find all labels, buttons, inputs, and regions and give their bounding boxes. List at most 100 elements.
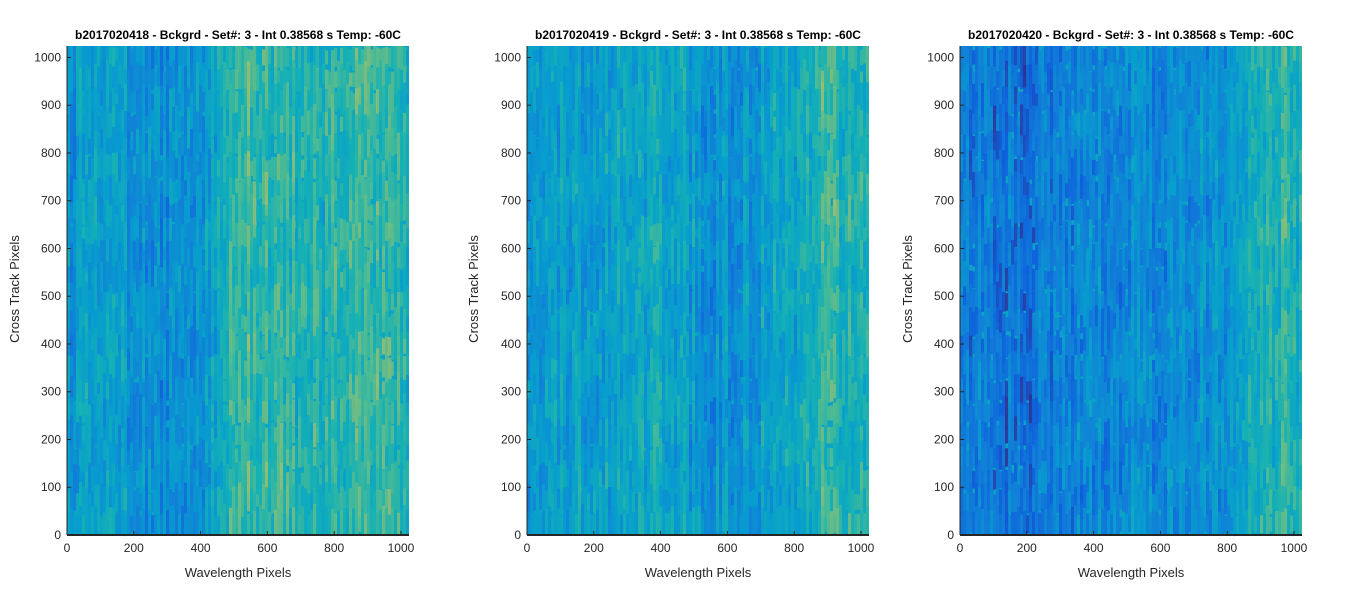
heatmap-cell	[85, 510, 89, 535]
heatmap-cell	[542, 337, 546, 356]
heatmap-cell	[593, 46, 597, 74]
heatmap-cell	[103, 487, 107, 517]
heatmap-cell	[761, 507, 765, 535]
heatmap-cell	[674, 128, 678, 164]
heatmap-cell	[79, 471, 83, 488]
heatmap-cell	[530, 108, 534, 140]
heatmap-cell	[94, 353, 98, 384]
heatmap-cell	[361, 507, 365, 535]
heatmap-cell	[316, 225, 320, 246]
heatmap-cell	[629, 424, 633, 447]
heatmap-cell	[238, 505, 242, 535]
heatmap-cell	[602, 108, 606, 141]
heatmap-cell	[623, 395, 627, 432]
heatmap-cell	[764, 104, 768, 145]
heatmap-cell	[701, 46, 705, 69]
heatmap-cell	[827, 427, 831, 444]
heatmap-cell	[725, 399, 729, 427]
heatmap-cell	[587, 416, 591, 455]
heatmap-cell	[199, 437, 203, 478]
heatmap-cell	[298, 46, 302, 74]
heatmap-cell	[271, 309, 275, 339]
heatmap-cell	[554, 107, 558, 141]
heatmap-cell	[187, 106, 191, 142]
heatmap-cell	[163, 130, 167, 163]
heatmap-cell	[85, 494, 89, 510]
heatmap-cell	[797, 112, 801, 136]
heatmap-cell	[566, 415, 570, 455]
heatmap-cell	[319, 222, 323, 248]
heatmap-cell	[833, 487, 837, 517]
heatmap-cell	[316, 358, 320, 379]
heatmap-cell	[187, 247, 191, 267]
heatmap-cell	[776, 68, 780, 91]
heatmap-cell	[815, 135, 819, 158]
heatmap-cell	[304, 463, 308, 497]
heatmap-cell	[187, 265, 191, 294]
heatmap-cell	[728, 446, 732, 469]
heatmap-cell	[385, 508, 389, 535]
heatmap-cell	[211, 215, 215, 255]
heatmap-cell	[79, 415, 83, 455]
heatmap-cell	[406, 246, 409, 269]
heatmap-cell	[581, 315, 585, 333]
heatmap-cell	[130, 65, 134, 94]
heatmap-cell	[782, 134, 786, 159]
heatmap-cell	[677, 265, 681, 294]
heatmap-cell	[307, 171, 311, 210]
heatmap-cell	[106, 239, 110, 276]
heatmap-cell	[154, 84, 158, 119]
heatmap-cell	[647, 204, 651, 222]
heatmap-cell	[331, 61, 335, 99]
heatmap-cell	[620, 399, 624, 427]
heatmap-cell	[295, 437, 299, 478]
heatmap-cell	[692, 270, 696, 290]
heatmap-cell	[352, 182, 356, 200]
heatmap-cell	[719, 359, 723, 378]
heatmap-cell	[253, 402, 257, 424]
heatmap-cell	[226, 228, 230, 243]
heatmap-cell	[340, 290, 344, 314]
heatmap-cell	[563, 105, 567, 143]
heatmap-cell	[638, 314, 642, 334]
heatmap-cell	[319, 351, 323, 386]
heatmap-cell	[220, 106, 224, 142]
heatmap-cell	[788, 244, 792, 271]
heatmap-cell	[551, 46, 555, 73]
heatmap-cell	[400, 160, 404, 177]
heatmap-cell	[202, 289, 206, 315]
heatmap-cell	[148, 421, 152, 450]
heatmap-cell	[761, 105, 765, 143]
heatmap-cell	[130, 516, 134, 533]
heatmap-cell	[695, 132, 699, 160]
heatmap-cell	[196, 512, 200, 535]
heatmap-cell	[731, 312, 735, 336]
heatmap-cell	[857, 83, 861, 121]
heatmap-cell	[142, 46, 146, 70]
heatmap-cell	[722, 447, 726, 468]
heatmap-cell	[397, 194, 401, 232]
heatmap-cell	[803, 332, 807, 361]
heatmap-cell	[181, 484, 185, 520]
heatmap-cell	[674, 329, 678, 364]
heatmap-cell	[247, 175, 251, 206]
heatmap-cell	[674, 358, 678, 379]
heatmap-cell	[76, 393, 80, 433]
heatmap-cell	[653, 468, 657, 492]
heatmap-cell	[142, 153, 146, 184]
heatmap-cell	[617, 290, 621, 313]
heatmap-cell	[833, 354, 837, 383]
heatmap-cell	[587, 284, 591, 320]
heatmap-cell	[385, 160, 389, 177]
heatmap-cell	[331, 94, 335, 110]
heatmap-cell	[803, 354, 807, 383]
heatmap-cell	[533, 259, 537, 300]
heatmap-cell	[364, 416, 368, 455]
heatmap-cell	[848, 487, 852, 517]
heatmap-cell	[97, 338, 101, 355]
heatmap-cell	[292, 445, 296, 470]
heatmap-cell	[779, 105, 783, 143]
heatmap-cell	[88, 86, 92, 117]
heatmap-cell	[794, 197, 798, 229]
heatmap-cell	[677, 467, 681, 493]
